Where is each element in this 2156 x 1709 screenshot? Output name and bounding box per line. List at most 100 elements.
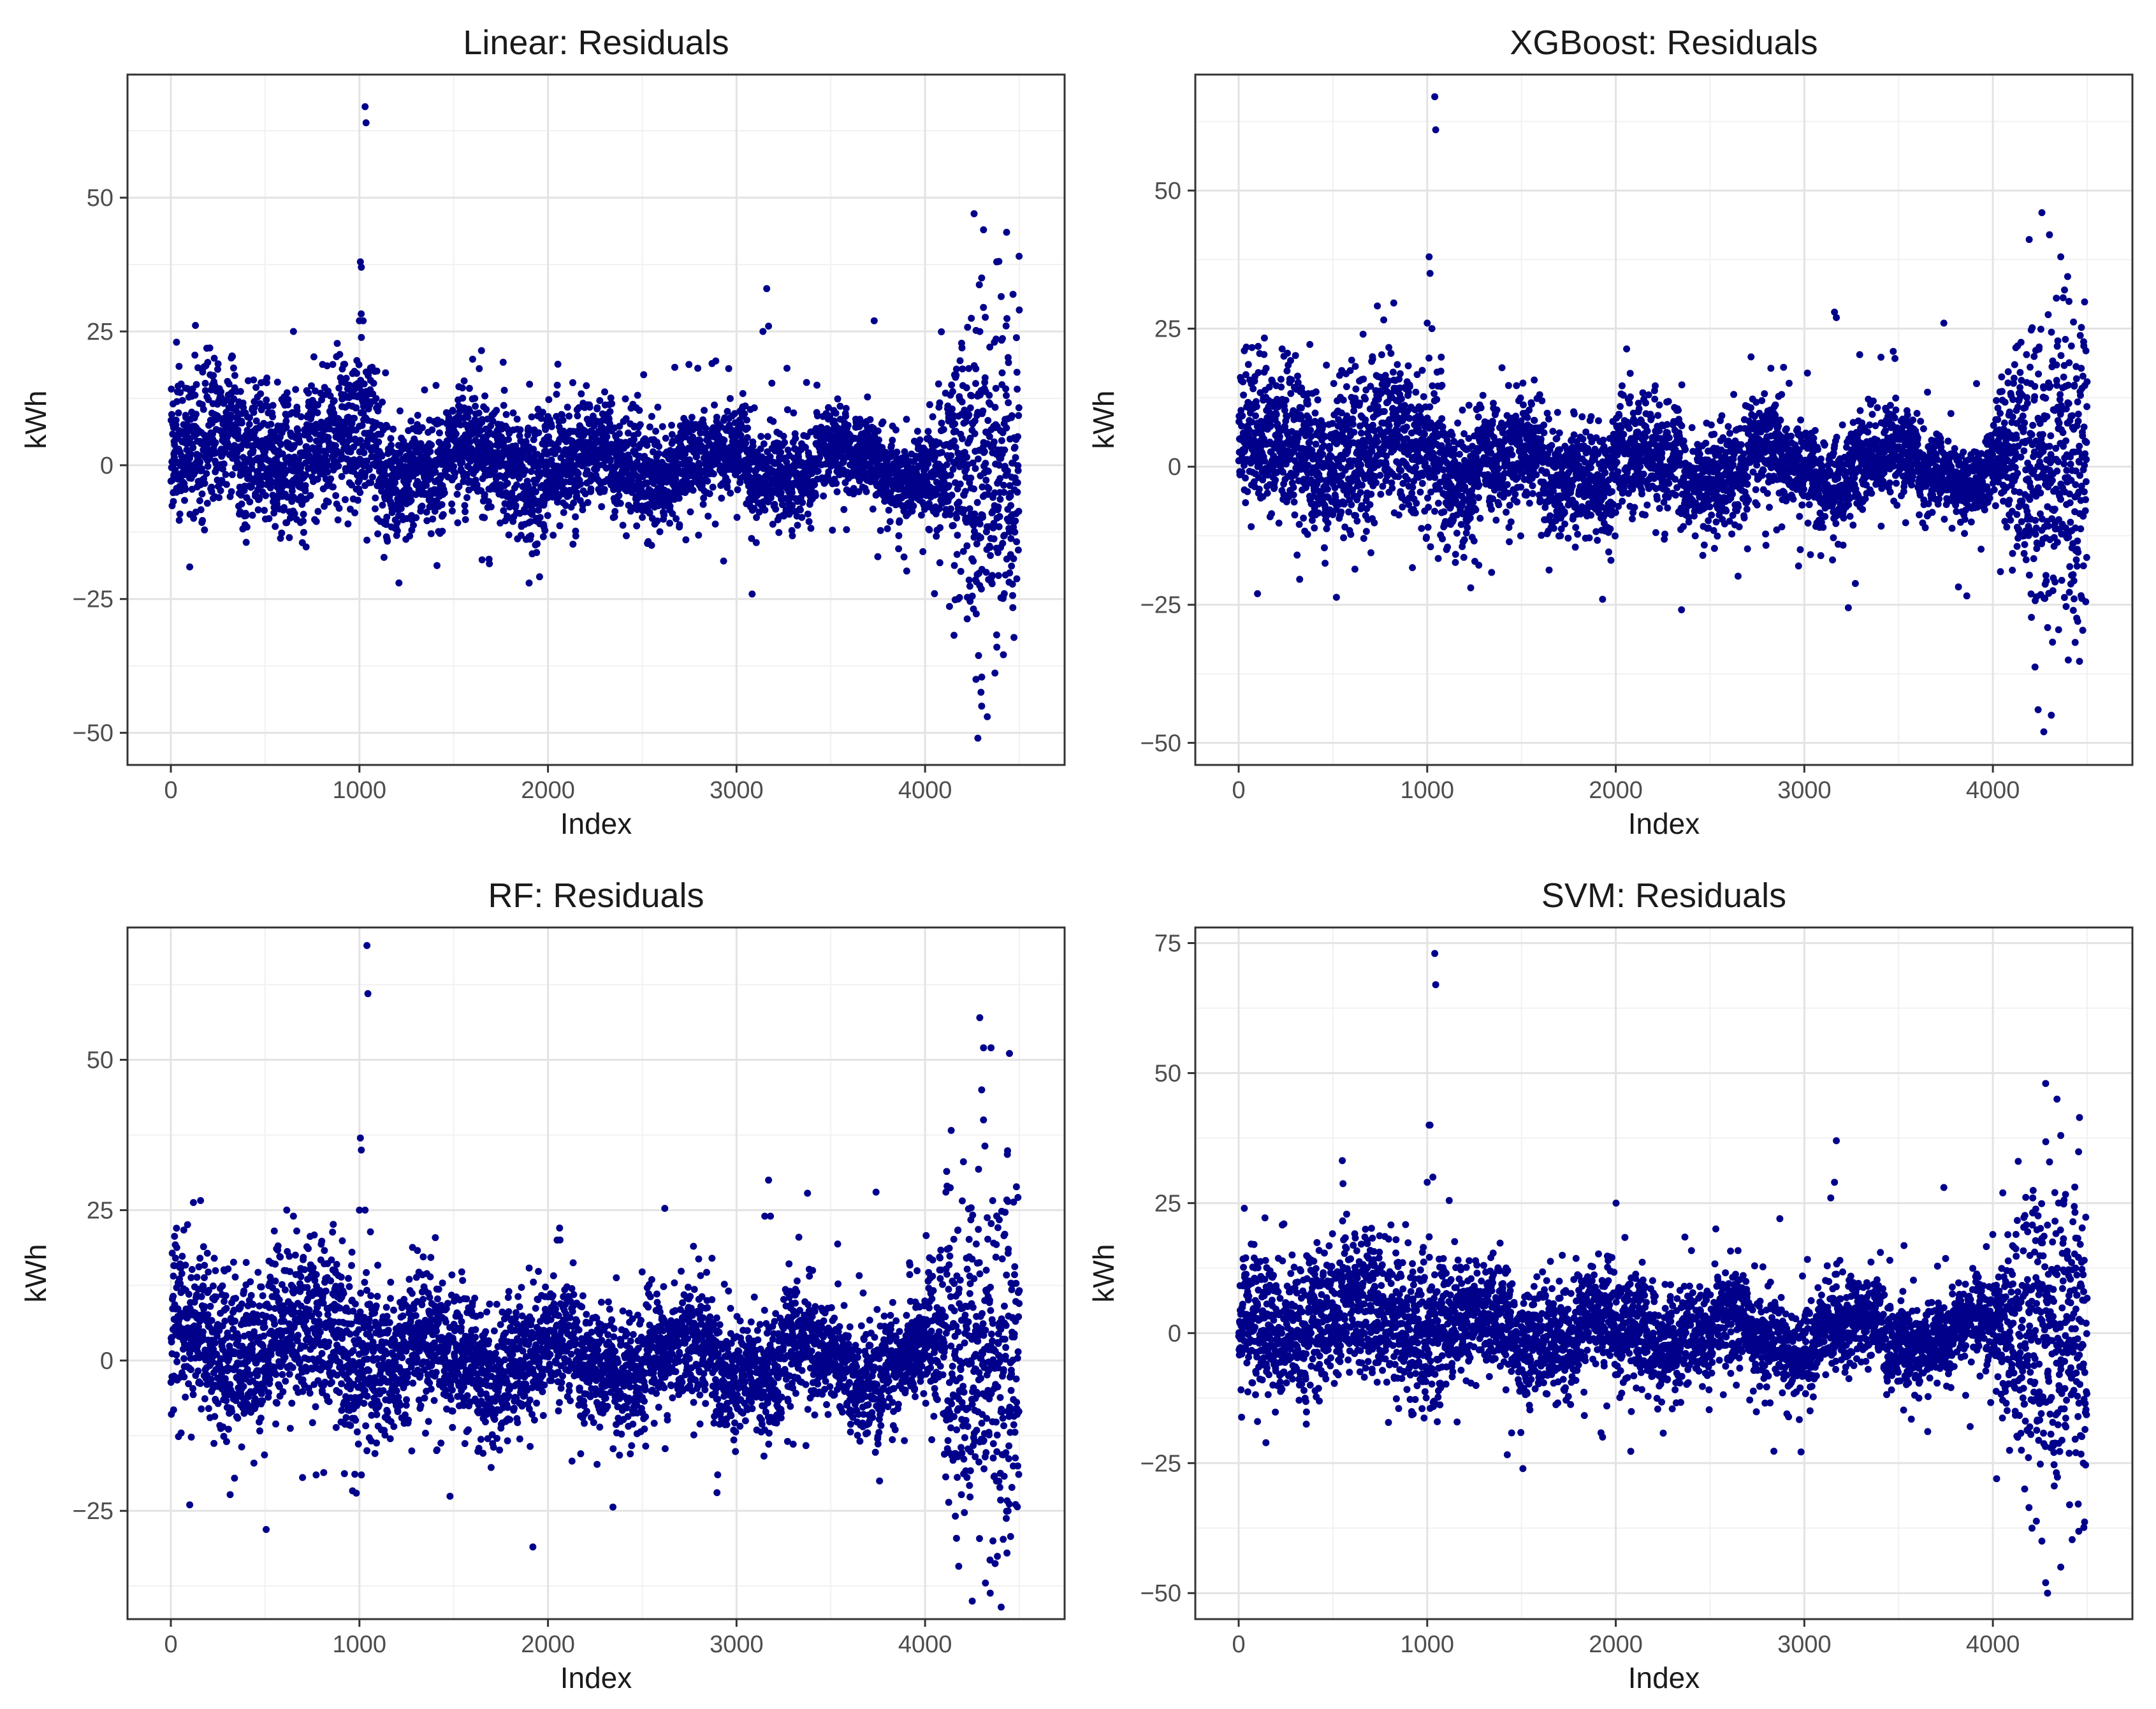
data-point xyxy=(1000,651,1007,658)
data-point xyxy=(459,395,466,402)
data-point xyxy=(797,506,804,513)
data-point xyxy=(486,560,493,567)
data-point xyxy=(503,411,510,418)
data-point xyxy=(840,506,847,513)
data-point xyxy=(929,413,936,420)
data-point xyxy=(727,490,734,497)
data-point xyxy=(986,485,993,492)
data-point xyxy=(205,463,212,470)
data-point xyxy=(514,416,521,423)
outlier-point xyxy=(290,328,297,335)
data-point xyxy=(951,562,958,569)
data-point xyxy=(177,511,184,518)
data-point xyxy=(1007,502,1014,509)
data-point xyxy=(274,379,281,386)
data-point xyxy=(300,511,307,518)
data-point xyxy=(829,527,836,534)
data-point xyxy=(540,534,547,541)
data-point xyxy=(936,559,943,566)
data-point xyxy=(493,407,500,414)
data-point xyxy=(569,379,576,386)
data-point xyxy=(289,488,296,495)
data-point xyxy=(436,430,443,437)
outlier-point xyxy=(358,264,365,271)
data-point xyxy=(938,328,945,335)
data-point xyxy=(951,632,958,639)
data-point xyxy=(327,476,334,483)
data-point xyxy=(845,422,852,429)
data-point xyxy=(611,508,618,515)
data-point xyxy=(987,544,994,551)
data-point xyxy=(805,511,812,518)
data-point xyxy=(959,344,966,351)
outlier-point xyxy=(973,676,980,683)
data-point xyxy=(201,527,208,534)
data-point xyxy=(734,486,741,493)
y-tick-label: −25 xyxy=(73,586,113,613)
data-point xyxy=(744,425,751,432)
data-point xyxy=(203,470,210,477)
data-point xyxy=(173,417,180,424)
data-point xyxy=(1014,369,1021,376)
data-point xyxy=(212,439,219,446)
outlier-point xyxy=(759,328,766,335)
data-point xyxy=(978,586,985,593)
x-tick-label: 0 xyxy=(164,777,177,804)
data-point xyxy=(545,396,552,403)
data-point xyxy=(596,397,603,404)
data-point xyxy=(959,398,966,405)
y-tick-label: 0 xyxy=(100,453,113,479)
data-point xyxy=(604,433,611,440)
data-point xyxy=(302,471,309,478)
data-point xyxy=(395,579,402,586)
data-point xyxy=(1014,479,1021,486)
x-tick-label: 1000 xyxy=(333,777,387,804)
data-point xyxy=(526,381,533,388)
data-point xyxy=(968,392,975,399)
data-point xyxy=(885,507,892,514)
data-point xyxy=(945,482,952,489)
data-point xyxy=(997,496,1004,503)
data-point xyxy=(351,415,358,422)
data-point xyxy=(375,439,382,446)
data-point xyxy=(410,522,417,529)
data-point xyxy=(564,404,571,411)
data-point xyxy=(781,439,788,446)
data-point xyxy=(1272,477,1279,484)
data-point xyxy=(343,375,350,382)
data-point xyxy=(718,495,725,502)
data-point xyxy=(231,372,238,379)
data-point xyxy=(462,508,469,515)
data-point xyxy=(336,351,343,358)
outlier-point xyxy=(765,323,772,330)
data-point xyxy=(353,404,360,411)
data-point xyxy=(901,553,908,560)
x-axis-label: Index xyxy=(560,807,632,840)
data-point xyxy=(263,375,270,382)
data-point xyxy=(358,310,365,317)
data-point xyxy=(959,365,966,372)
data-point xyxy=(246,421,253,428)
outlier-point xyxy=(363,119,370,126)
data-point xyxy=(302,482,309,489)
data-point xyxy=(335,384,342,391)
data-point xyxy=(987,552,994,559)
data-point xyxy=(710,484,717,491)
data-point xyxy=(623,532,630,539)
data-point xyxy=(998,293,1005,300)
data-point xyxy=(784,406,791,413)
data-point xyxy=(954,551,961,558)
data-point xyxy=(963,454,970,461)
data-point xyxy=(1016,404,1023,411)
data-point xyxy=(1252,412,1259,419)
data-point xyxy=(892,426,900,433)
data-point xyxy=(238,500,245,507)
data-point xyxy=(277,441,284,448)
data-point xyxy=(560,509,567,516)
data-point xyxy=(504,480,511,487)
data-point xyxy=(1016,508,1023,515)
data-point xyxy=(768,380,775,387)
data-point xyxy=(954,532,961,539)
data-point xyxy=(648,413,655,420)
data-point xyxy=(940,426,947,433)
